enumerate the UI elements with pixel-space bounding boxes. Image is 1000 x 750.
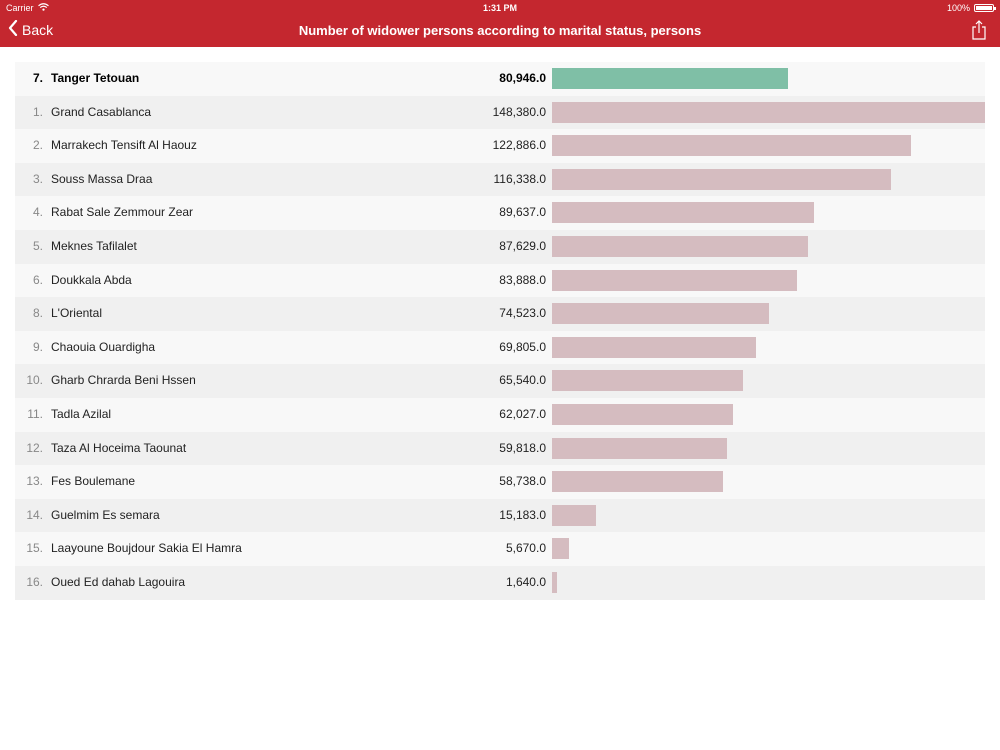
status-time: 1:31 PM: [482, 3, 517, 13]
status-left: Carrier: [6, 0, 49, 16]
page-title: Number of widower persons according to m…: [298, 23, 702, 38]
row-value-label: 122,886.0: [492, 138, 546, 153]
table-row[interactable]: 8. L'Oriental 74,523.0: [15, 297, 985, 331]
status-bar: Carrier 1:31 PM 100%: [0, 0, 1000, 16]
row-value-label: 83,888.0: [499, 272, 546, 287]
chevron-left-icon: [8, 19, 18, 39]
row-region-name: Tanger Tetouan: [51, 71, 140, 85]
row-value-label: 87,629.0: [499, 238, 546, 253]
bar: [552, 235, 808, 257]
row-rank: 5.: [32, 238, 43, 253]
row-region-name: Oued Ed dahab Lagouira: [51, 574, 186, 589]
table-row[interactable]: 4. Rabat Sale Zemmour Zear 89,637.0: [15, 196, 985, 230]
table-row[interactable]: 10. Gharb Chrarda Beni Hssen 65,540.0: [15, 364, 985, 398]
carrier-label: Carrier: [6, 3, 34, 13]
row-region-name: L'Oriental: [51, 306, 102, 321]
row-rank: 1.: [32, 104, 43, 119]
row-rank: 9.: [32, 339, 43, 354]
table-row[interactable]: 2. Marrakech Tensift Al Haouz 122,886.0: [15, 129, 985, 163]
share-button[interactable]: [972, 20, 986, 45]
table-row[interactable]: 13. Fes Boulemane 58,738.0: [15, 465, 985, 499]
bar: [552, 403, 733, 425]
ranking-chart: 7. Tanger Tetouan 80,946.0 1. Grand Casablan…: [15, 62, 985, 600]
table-row[interactable]: 16. Oued Ed dahab Lagouira 1,640.0: [15, 565, 985, 600]
row-rank: 7.: [32, 71, 43, 85]
back-label: Back: [22, 21, 54, 38]
bar: [552, 303, 770, 325]
bar: [552, 504, 597, 526]
status-right: 100%: [946, 0, 996, 16]
row-rank: 16.: [26, 574, 43, 589]
row-region-name: Meknes Tafilalet: [51, 238, 137, 253]
row-value-label: 15,183.0: [499, 507, 546, 522]
row-rank: 6.: [32, 272, 43, 287]
row-region-name: Taza Al Hoceima Taounat: [51, 440, 187, 455]
bar: [552, 168, 892, 190]
bar: [552, 538, 569, 560]
row-value-label: 59,818.0: [499, 440, 546, 455]
row-region-name: Chaouia Ouardigha: [51, 339, 156, 354]
table-row[interactable]: 6. Doukkala Abda 83,888.0: [15, 263, 985, 298]
row-value-label: 148,380.0: [492, 104, 546, 119]
row-value-label: 116,338.0: [493, 171, 547, 186]
row-region-name: Laayoune Boujdour Sakia El Hamra: [51, 541, 242, 556]
row-region-name: Fes Boulemane: [51, 474, 136, 489]
row-region-name: Doukkala Abda: [51, 272, 132, 287]
row-value-label: 80,946.0: [499, 71, 546, 85]
row-rank: 3.: [32, 171, 43, 186]
table-row[interactable]: 9. Chaouia Ouardigha 69,805.0: [15, 330, 985, 365]
bar: [552, 135, 911, 157]
row-rank: 14.: [26, 507, 43, 522]
wifi-icon: [37, 0, 49, 16]
row-rank: 10.: [26, 373, 43, 388]
row-region-name: Grand Casablanca: [51, 104, 152, 119]
row-value-label: 65,540.0: [499, 373, 546, 388]
nav-bar: Back Number of widower persons according…: [0, 16, 1000, 47]
bar: [552, 269, 797, 291]
row-rank: 8.: [32, 306, 43, 321]
back-button[interactable]: Back: [8, 19, 54, 39]
row-rank: 12.: [26, 440, 43, 455]
row-region-name: Marrakech Tensift Al Haouz: [51, 138, 197, 153]
bar: [552, 437, 727, 459]
table-row[interactable]: 3. Souss Massa Draa 116,338.0: [15, 162, 985, 197]
row-rank: 11.: [27, 406, 43, 421]
bar: [552, 471, 724, 493]
row-value-label: 5,670.0: [505, 541, 546, 556]
bar: [552, 370, 744, 392]
row-rank: 2.: [32, 138, 43, 153]
table-row[interactable]: 7. Tanger Tetouan 80,946.0: [15, 62, 985, 96]
row-region-name: Guelmim Es semara: [51, 507, 160, 522]
row-value-label: 1,640.0: [505, 574, 546, 589]
row-rank: 4.: [32, 205, 43, 220]
bar: [552, 336, 756, 358]
share-icon: [972, 20, 986, 44]
row-rank: 15.: [26, 541, 43, 556]
row-region-name: Tadla Azilal: [51, 406, 112, 421]
table-row[interactable]: 1. Grand Casablanca 148,380.0: [15, 95, 985, 130]
battery-icon: [974, 4, 996, 12]
row-value-label: 69,805.0: [499, 339, 546, 354]
table-row[interactable]: 12. Taza Al Hoceima Taounat 59,818.0: [15, 431, 985, 466]
battery-label: 100%: [946, 3, 970, 13]
bar: [552, 101, 985, 123]
row-value-label: 62,027.0: [499, 406, 546, 421]
bar: [552, 68, 789, 89]
table-row[interactable]: 11. Tadla Azilal 62,027.0: [15, 397, 985, 432]
row-region-name: Rabat Sale Zemmour Zear: [51, 205, 194, 220]
table-row[interactable]: 14. Guelmim Es semara 15,183.0: [15, 498, 985, 533]
header: Carrier 1:31 PM 100% Back Number o: [0, 0, 1000, 47]
table-row[interactable]: 5. Meknes Tafilalet 87,629.0: [15, 229, 985, 264]
bar: [552, 202, 814, 224]
row-value-label: 89,637.0: [499, 205, 546, 220]
row-rank: 13.: [26, 474, 43, 489]
table-row[interactable]: 15. Laayoune Boujdour Sakia El Hamra 5,670…: [15, 532, 985, 566]
row-region-name: Souss Massa Draa: [51, 171, 153, 186]
row-region-name: Gharb Chrarda Beni Hssen: [51, 373, 196, 388]
row-value-label: 74,523.0: [499, 306, 546, 321]
row-value-label: 58,738.0: [499, 474, 546, 489]
bar: [552, 571, 557, 593]
